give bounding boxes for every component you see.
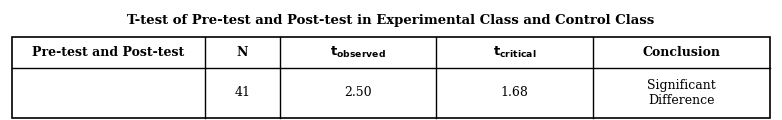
Text: T-test of Pre-test and Post-test in Experimental Class and Control Class: T-test of Pre-test and Post-test in Expe… xyxy=(127,14,655,27)
Text: $\mathbf{t}_{\mathbf{critical}}$: $\mathbf{t}_{\mathbf{critical}}$ xyxy=(493,45,536,60)
Text: $\mathbf{t}_{\mathbf{observed}}$: $\mathbf{t}_{\mathbf{observed}}$ xyxy=(330,45,386,60)
Text: 2.50: 2.50 xyxy=(344,87,371,99)
Text: 1.68: 1.68 xyxy=(500,87,529,99)
Text: Conclusion: Conclusion xyxy=(643,46,721,59)
Text: N: N xyxy=(237,46,248,59)
Bar xyxy=(12,37,770,118)
Text: Pre-test and Post-test: Pre-test and Post-test xyxy=(33,46,185,59)
Text: Significant
Difference: Significant Difference xyxy=(647,79,716,107)
Text: 41: 41 xyxy=(235,87,250,99)
